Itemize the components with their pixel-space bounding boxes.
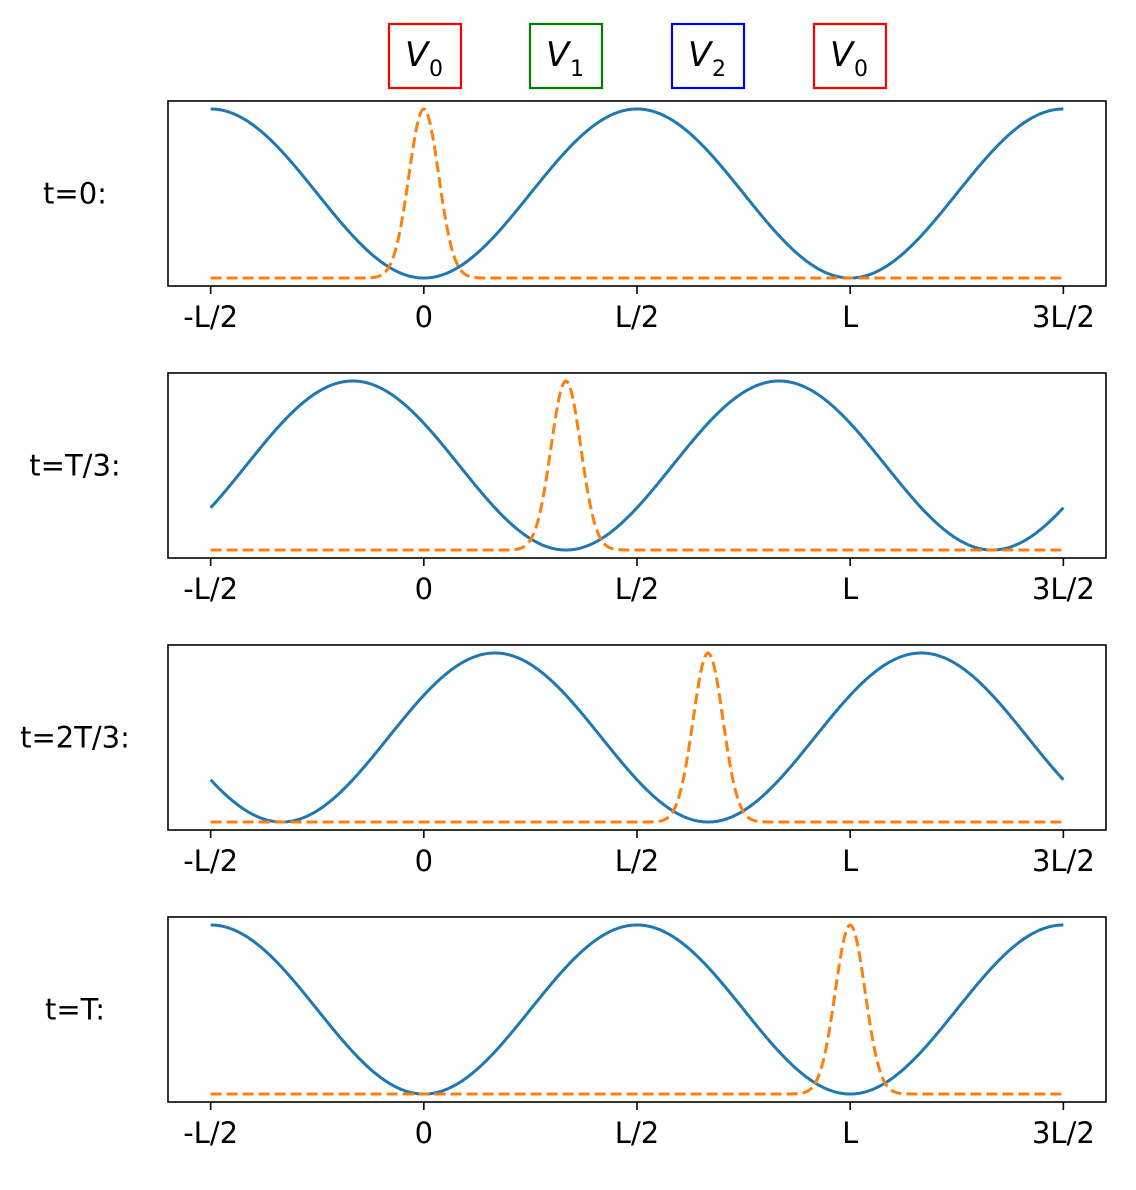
x-tick-label: 3L/2	[1032, 300, 1095, 334]
x-tick-label: L	[842, 1116, 858, 1150]
x-tick-label: 0	[415, 300, 433, 334]
x-tick-label: 3L/2	[1032, 572, 1095, 606]
x-tick-label: L	[842, 300, 858, 334]
potential-curve	[209, 379, 1065, 552]
x-tick-label: L	[842, 844, 858, 878]
x-tick-label: -L/2	[183, 1116, 238, 1150]
legend-box	[387, 22, 463, 90]
x-tick-label: L/2	[615, 300, 659, 334]
x-tick-label: L	[842, 572, 858, 606]
panel: t=0: -L/2 0 L/2 L 3L/2	[43, 100, 1107, 334]
x-tick-label: 3L/2	[1032, 1116, 1095, 1150]
potential-curve	[209, 651, 1065, 824]
legend-subscript: 2	[712, 57, 726, 82]
legend-symbol: V	[688, 35, 714, 75]
legend-symbol: V	[546, 35, 572, 75]
x-tick-label: L/2	[615, 1116, 659, 1150]
wavepacket-curve	[210, 107, 1064, 280]
x-tick-label: 0	[415, 844, 433, 878]
x-tick-label: L/2	[615, 844, 659, 878]
row-label: t=2T/3:	[20, 721, 130, 755]
legend-box	[528, 22, 604, 90]
potential-curve	[210, 923, 1064, 1096]
plot-frame	[167, 100, 1107, 287]
panel: t=2T/3: -L/2 0 L/2 L 3L/2	[20, 644, 1107, 878]
x-tick-label: 0	[415, 1116, 433, 1150]
wavepacket-curve	[210, 651, 1064, 824]
legend-subscript: 0	[854, 57, 868, 82]
panels: t=0:-L/2 0 L/2 L 3L/2t=T/3:-L/2 0 L/2 L 3L/2t=2T…	[20, 100, 1107, 1150]
x-tick-label: 0	[415, 572, 433, 606]
row-label: t=0:	[43, 177, 107, 211]
x-tick-label: L/2	[615, 572, 659, 606]
legend-box	[670, 22, 746, 90]
panel: t=T: -L/2 0 L/2 L 3L/2	[45, 916, 1107, 1150]
plot-frame	[167, 916, 1107, 1103]
legend-subscript: 0	[429, 57, 443, 82]
x-tick-label: 3L/2	[1032, 844, 1095, 878]
plot-frame	[167, 372, 1107, 559]
legend-symbol: V	[405, 35, 431, 75]
row-label: t=T/3:	[29, 449, 120, 483]
wavepacket-curve	[210, 923, 1064, 1096]
x-tick-label: -L/2	[183, 844, 238, 878]
wavepacket-curve	[210, 379, 1064, 552]
x-tick-label: -L/2	[183, 572, 238, 606]
plot-frame	[167, 644, 1107, 831]
potential-curve	[210, 107, 1064, 280]
panel: t=T/3: -L/2 0 L/2 L 3L/2	[29, 372, 1107, 606]
legend-box	[812, 22, 888, 90]
row-label: t=T:	[45, 993, 105, 1027]
x-tick-label: -L/2	[183, 300, 238, 334]
legend-symbol: V	[830, 35, 856, 75]
legend-subscript: 1	[570, 57, 584, 82]
